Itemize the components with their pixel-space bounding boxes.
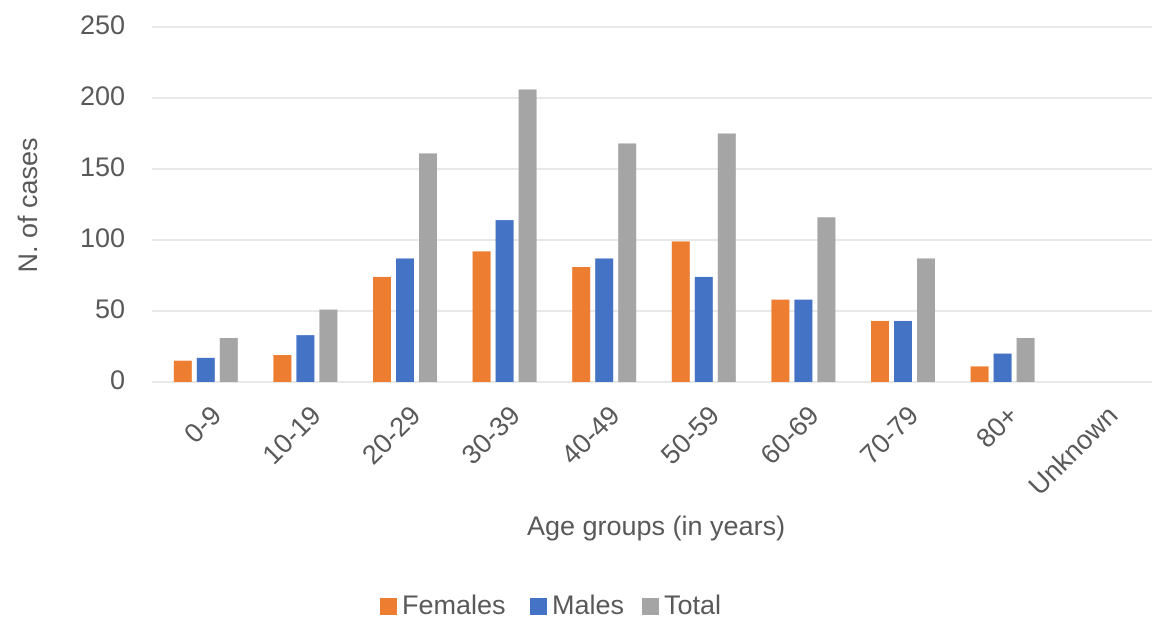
x-tick-label: 80+ — [970, 400, 1024, 454]
bar — [894, 320, 912, 382]
bar — [771, 299, 790, 382]
x-tick-label: 10-19 — [257, 400, 327, 470]
bar — [396, 258, 414, 382]
x-tick-label: 60-69 — [755, 400, 825, 470]
bar — [694, 276, 713, 382]
legend-label: Total — [664, 590, 721, 620]
bar — [817, 217, 836, 382]
x-tick-label: 30-39 — [456, 400, 526, 470]
bar — [296, 335, 315, 382]
bar — [993, 353, 1012, 382]
x-tick-label: 50-59 — [655, 400, 725, 470]
y-tick-label: 150 — [80, 152, 125, 182]
x-tick-label: Unknown — [1023, 400, 1124, 501]
y-axis-title: N. of cases — [13, 137, 43, 272]
bar — [970, 366, 989, 382]
legend-swatch — [642, 598, 659, 615]
bar — [173, 360, 192, 382]
y-tick-label: 0 — [110, 365, 125, 395]
legend-label: Males — [552, 590, 624, 620]
bar — [671, 241, 690, 382]
bar — [495, 220, 514, 382]
legend-label: Females — [402, 590, 506, 620]
x-tick-label: 20-29 — [356, 400, 426, 470]
y-tick-label: 50 — [95, 294, 125, 324]
legend-swatch — [380, 598, 397, 615]
bar — [319, 309, 338, 382]
y-tick-label: 100 — [80, 223, 125, 253]
x-tick-label: 70-79 — [854, 400, 924, 470]
bar — [572, 266, 591, 382]
bar — [472, 251, 491, 382]
bar — [794, 299, 813, 382]
bar — [373, 276, 391, 382]
y-tick-label: 250 — [80, 10, 125, 40]
bar — [717, 133, 736, 382]
bar — [871, 320, 889, 382]
x-tick-label: 40-49 — [555, 400, 625, 470]
x-tick-label: 0-9 — [178, 400, 227, 449]
x-axis-title: Age groups (in years) — [527, 511, 785, 541]
bar — [219, 337, 238, 382]
legend-swatch — [530, 598, 547, 615]
bar — [917, 258, 935, 382]
bar — [595, 258, 614, 382]
y-tick-label: 200 — [80, 81, 125, 111]
bar — [196, 357, 215, 382]
bar — [1016, 337, 1035, 382]
bar — [419, 153, 437, 382]
bar — [618, 143, 637, 382]
bar — [518, 89, 537, 382]
bar — [273, 355, 292, 382]
